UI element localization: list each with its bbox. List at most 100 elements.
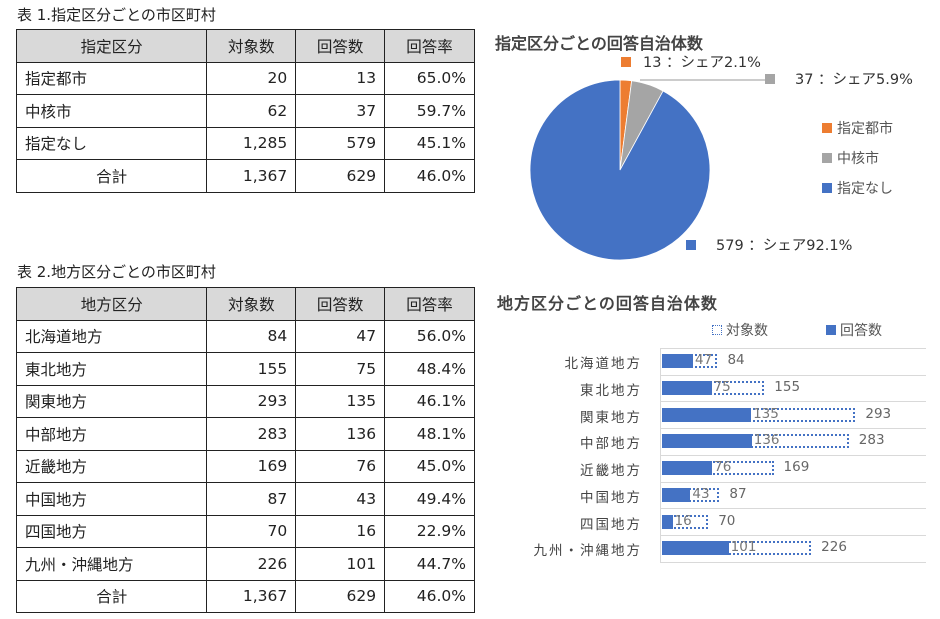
row-responses: 76 <box>295 449 386 483</box>
bar-response-value: 76 <box>714 459 732 476</box>
pie-slice <box>529 79 711 261</box>
table1-caption: 表 1.指定区分ごとの市区町村 <box>17 6 216 24</box>
row-target: 70 <box>206 514 297 548</box>
bar-response-value: 136 <box>753 432 780 449</box>
category-label: 東北地方 <box>580 383 642 400</box>
category-label: 北海道地方 <box>564 356 642 373</box>
bar-target-value: 169 <box>783 459 810 476</box>
row-rate: 45.0% <box>384 449 475 483</box>
pie-slices <box>529 79 711 261</box>
row-rate: 44.7% <box>384 547 475 581</box>
row-responses: 136 <box>295 417 386 451</box>
row-label: 指定なし <box>15 126 208 160</box>
total-rate: 46.0% <box>384 159 475 193</box>
bar-target-value: 155 <box>774 379 801 396</box>
pie-chart <box>529 79 720 261</box>
row-label: 中部地方 <box>15 417 208 451</box>
table2-header-row: 地方区分 対象数 回答数 回答率 <box>15 287 475 321</box>
row-rate: 48.4% <box>384 352 475 386</box>
gridline <box>661 401 926 403</box>
row-target: 155 <box>206 352 297 386</box>
row-label: 四国地方 <box>15 514 208 548</box>
bar-response-value: 135 <box>753 405 779 422</box>
row-responses: 135 <box>295 384 386 418</box>
total-label: 合計 <box>15 159 208 193</box>
row-target: 20 <box>206 61 297 95</box>
legend-label: 指定都市 <box>837 121 893 137</box>
bar-target-value: 87 <box>729 485 747 502</box>
category-label: 四国地方 <box>580 516 642 533</box>
row-target: 293 <box>206 384 297 418</box>
row-rate: 46.1% <box>384 384 475 418</box>
table-row: 関東地方 293 135 46.1% <box>15 384 475 418</box>
bar-response-value: 47 <box>695 352 713 369</box>
table2-caption: 表 2.地方区分ごとの市区町村 <box>17 263 216 281</box>
bar-response-value: 101 <box>730 539 757 556</box>
blue-swatch-icon <box>822 183 832 193</box>
row-rate: 59.7% <box>384 94 475 128</box>
header-target: 対象数 <box>206 287 297 321</box>
bar-legend-responses: 回答数 <box>826 320 882 340</box>
category-label: 近畿地方 <box>580 463 642 480</box>
bar-plot-area <box>660 348 661 563</box>
table-row: 中部地方 283 136 48.1% <box>15 417 475 451</box>
orange-swatch-icon <box>621 56 631 67</box>
header-responses: 回答数 <box>295 29 386 63</box>
table-total-row: 合計 1,367 629 46.0% <box>15 159 475 193</box>
header-responses: 回答数 <box>295 287 386 321</box>
row-target: 84 <box>206 319 297 353</box>
bar-responses <box>662 541 729 556</box>
legend-label: 対象数 <box>726 323 768 339</box>
row-responses: 75 <box>295 352 386 386</box>
total-rate: 46.0% <box>384 579 475 613</box>
row-target: 62 <box>206 94 297 128</box>
row-label: 中核市 <box>15 94 208 128</box>
bar-target-value: 293 <box>865 405 892 422</box>
table-row: 中核市 62 37 59.7% <box>15 94 475 128</box>
pie-legend-item: 中核市 <box>822 148 879 168</box>
total-target: 1,367 <box>206 579 297 613</box>
row-label: 近畿地方 <box>15 449 208 483</box>
row-target: 283 <box>206 417 297 451</box>
pie-label-designated-city: 13 ：シェア2.1% <box>621 51 761 72</box>
header-category: 地方区分 <box>15 287 208 321</box>
row-responses: 47 <box>295 319 386 353</box>
orange-swatch-icon <box>822 123 832 133</box>
table-row: 四国地方 70 16 22.9% <box>15 514 475 548</box>
row-target: 169 <box>206 449 297 483</box>
category-label: 中部地方 <box>580 436 642 453</box>
bar-responses <box>662 407 752 422</box>
bar-target-value: 283 <box>858 432 885 449</box>
row-label: 九州・沖縄地方 <box>15 547 208 581</box>
pie-legend-item: 指定なし <box>822 178 893 198</box>
table-row: 北海道地方 84 47 56.0% <box>15 319 475 353</box>
total-target: 1,367 <box>206 159 297 193</box>
row-target: 1,285 <box>206 126 297 160</box>
total-responses: 629 <box>295 579 386 613</box>
solid-swatch-icon <box>826 325 836 335</box>
gridline <box>661 374 926 376</box>
table-total-row: 合計 1,367 629 46.0% <box>15 579 475 613</box>
table-row: 指定都市 20 13 65.0% <box>15 61 475 95</box>
gridline <box>661 481 926 483</box>
bar-target-value: 70 <box>718 512 736 529</box>
row-label: 指定都市 <box>15 61 208 95</box>
dotted-swatch-icon <box>712 325 722 335</box>
legend-label: 中核市 <box>837 151 879 167</box>
table-row: 東北地方 155 75 48.4% <box>15 352 475 386</box>
row-responses: 43 <box>295 482 386 516</box>
category-label: 九州・沖縄地方 <box>533 543 642 560</box>
pie-label-text: 37 ：シェア5.9% <box>795 72 913 88</box>
row-label: 北海道地方 <box>15 319 208 353</box>
bar-responses <box>662 354 694 369</box>
gridline <box>661 454 926 456</box>
bar-responses <box>662 434 752 449</box>
gridline <box>661 428 926 430</box>
gridline <box>661 508 926 510</box>
header-rate: 回答率 <box>384 287 475 321</box>
pie-legend-item: 指定都市 <box>822 118 893 138</box>
row-rate: 56.0% <box>384 319 475 353</box>
table-row: 中国地方 87 43 49.4% <box>15 482 475 516</box>
row-responses: 101 <box>295 547 386 581</box>
header-category: 指定区分 <box>15 29 208 63</box>
